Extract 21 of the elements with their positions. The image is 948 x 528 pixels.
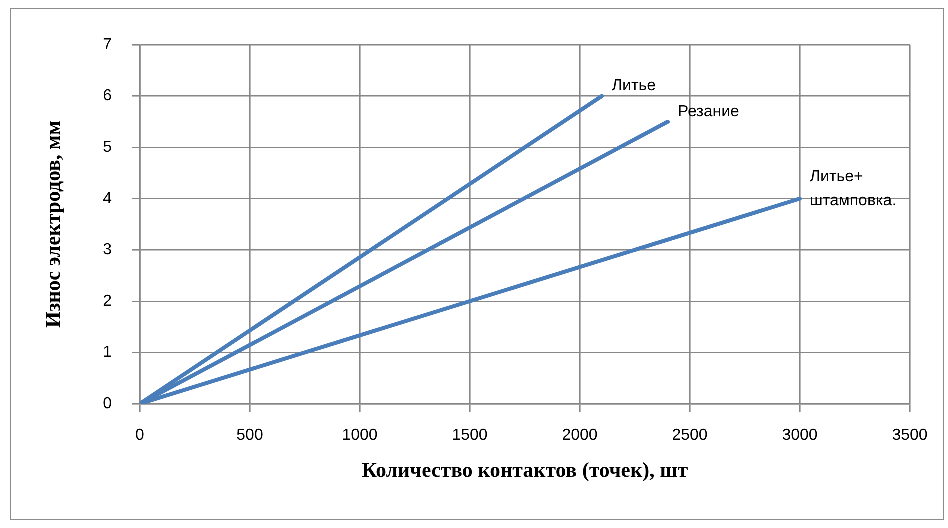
x-tick-label: 3500	[892, 427, 928, 444]
y-axis-title: Износ электродов, мм	[41, 120, 66, 328]
y-tick-label: 7	[103, 36, 112, 54]
x-tick-label: 2000	[562, 427, 598, 444]
x-tick-label: 2500	[672, 427, 708, 444]
series-label: Литье	[612, 78, 656, 95]
x-tick-label: 1000	[342, 427, 378, 444]
x-tick-label: 500	[236, 427, 264, 444]
y-tick-label: 4	[103, 190, 112, 208]
y-tick-label: 6	[103, 88, 112, 105]
x-axis-title: Количество контактов (точек), шт	[362, 458, 689, 482]
x-tick-label: 1500	[452, 427, 488, 444]
series-label: Литье+ штамповка.	[810, 168, 897, 210]
y-tick-label: 2	[103, 292, 112, 310]
x-tick-label: 0	[136, 427, 145, 444]
y-tick-label: 3	[103, 242, 112, 259]
y-tick-label: 5	[103, 138, 112, 156]
y-tick-label: 0	[103, 395, 112, 412]
series-label: Резание	[678, 103, 740, 120]
y-tick-label: 1	[103, 344, 112, 362]
x-tick-label: 3000	[782, 427, 818, 444]
